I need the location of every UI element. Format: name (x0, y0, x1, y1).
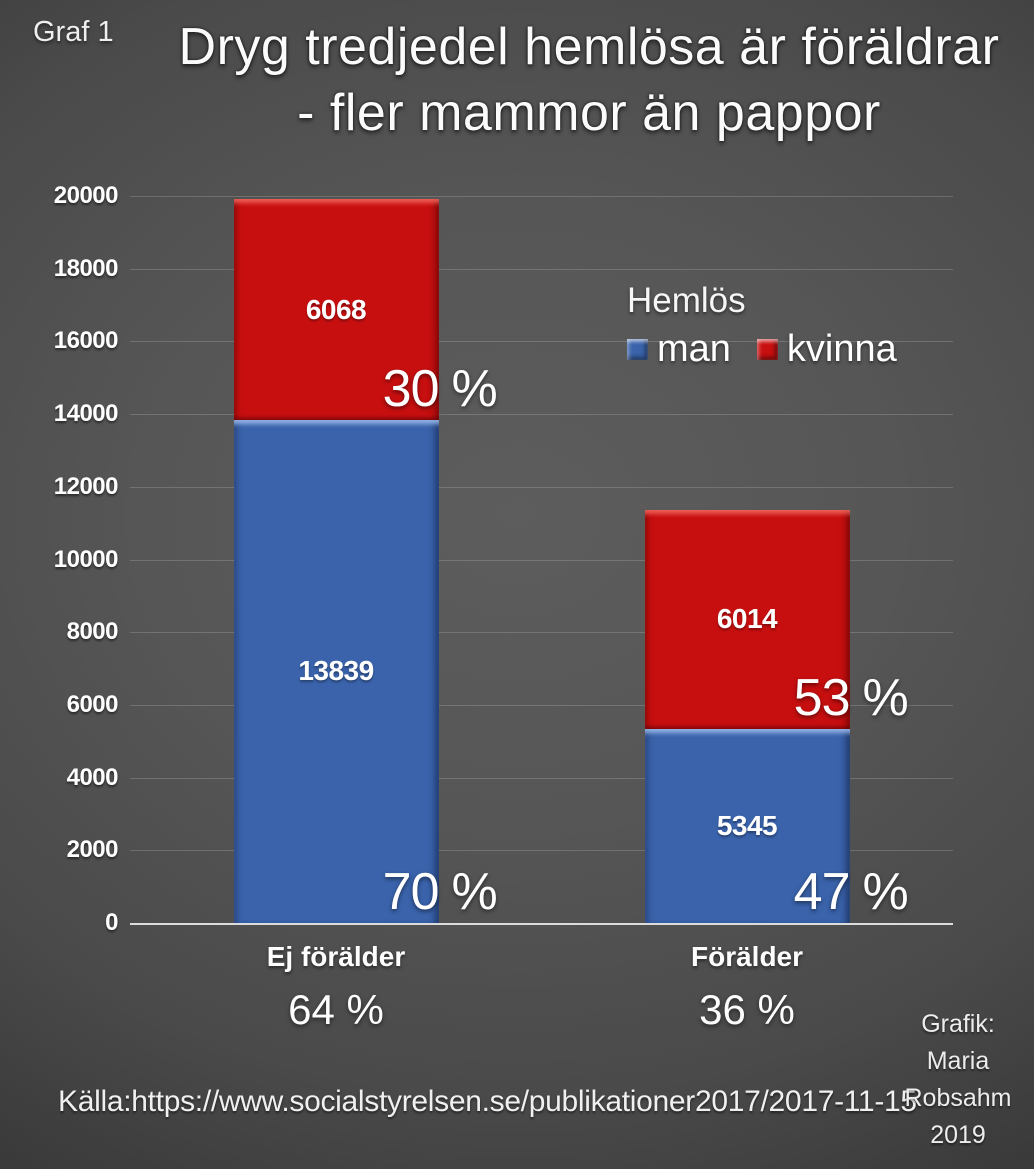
pct-label-kvinna: 53 (793, 668, 851, 727)
y-axis-tick-label: 0 (105, 909, 118, 936)
credit-line: Maria (926, 1047, 990, 1075)
y-axis-tick-label: 4000 (66, 763, 119, 791)
legend-swatch-kvinna (756, 338, 778, 360)
y-axis-tick-label: 2000 (66, 836, 119, 864)
y-axis-tick-label: 10000 (53, 545, 119, 573)
category-label: Ej förälder (266, 941, 406, 972)
value-label-kvinna: 6068 (305, 293, 367, 325)
x-axis-line (130, 923, 953, 925)
source-caption: Källa:https://www.socialstyrelsen.se/pub… (58, 1085, 917, 1118)
category-label: Förälder (690, 941, 804, 972)
bar-segment-kvinna-0 (233, 199, 439, 420)
y-axis-tick-label: 8000 (66, 618, 119, 646)
bar-segment-kvinna-1 (644, 510, 850, 729)
gridline (130, 559, 953, 561)
gridline (130, 632, 953, 634)
pct-label-man: 70 (382, 863, 440, 921)
graf-number-label: Graf 1 (33, 16, 114, 48)
legend-item-kvinna: kvinna (756, 328, 897, 370)
gridline (130, 486, 953, 488)
gridline (130, 341, 953, 343)
legend-items: man kvinna (627, 329, 897, 369)
chart-legend: Hemlös man kvinna (627, 281, 897, 369)
credit-caption: Grafik: Maria Robsahm 2019 (898, 1006, 1018, 1154)
value-label-kvinna: 6014 (716, 603, 778, 635)
y-axis-tick-label: 18000 (53, 254, 119, 282)
credit-line: Grafik: (921, 1010, 995, 1038)
gridline (130, 196, 953, 197)
y-axis-tick-label: 20000 (53, 182, 119, 209)
credit-line: 2019 (930, 1121, 986, 1149)
legend-title: Hemlös (627, 281, 746, 320)
pct-sign-kvinna: % (862, 668, 909, 727)
chart-title-line2: - fler mammor än pappor (297, 84, 881, 142)
pct-label-kvinna: 30 (382, 359, 440, 418)
legend-item-label: man (657, 328, 731, 370)
y-axis-tick-label: 6000 (66, 690, 119, 718)
pct-sign-man: % (862, 863, 909, 921)
gridline (130, 777, 953, 779)
gridline (130, 704, 953, 706)
gridline (130, 268, 953, 270)
gridline (130, 850, 953, 852)
pct-sign-kvinna: % (451, 359, 498, 418)
chart-title: Dryg tredjedel hemlösa är föräldrar - fl… (150, 14, 1028, 146)
credit-line: Robsahm (904, 1084, 1012, 1112)
pct-label-man: 47 (793, 863, 851, 921)
legend-swatch-man (627, 338, 648, 360)
legend-item-man: man (627, 329, 731, 369)
category-pct-label: 36 % (699, 986, 795, 1033)
bar-segment-man-1 (644, 728, 850, 923)
gridline (130, 414, 953, 416)
y-axis-tick-label: 12000 (53, 472, 119, 500)
value-label-man: 13839 (298, 655, 374, 687)
y-axis-tick-label: 14000 (53, 400, 119, 428)
category-pct-label: 64 % (288, 986, 384, 1033)
chart-title-line1: Dryg tredjedel hemlösa är föräldrar (178, 18, 1000, 76)
bar-segment-man-0 (233, 419, 439, 923)
pct-sign-man: % (451, 863, 498, 921)
legend-item-label: kvinna (786, 328, 897, 370)
y-axis-tick-label: 16000 (53, 327, 119, 355)
value-label-man: 5345 (716, 809, 778, 841)
